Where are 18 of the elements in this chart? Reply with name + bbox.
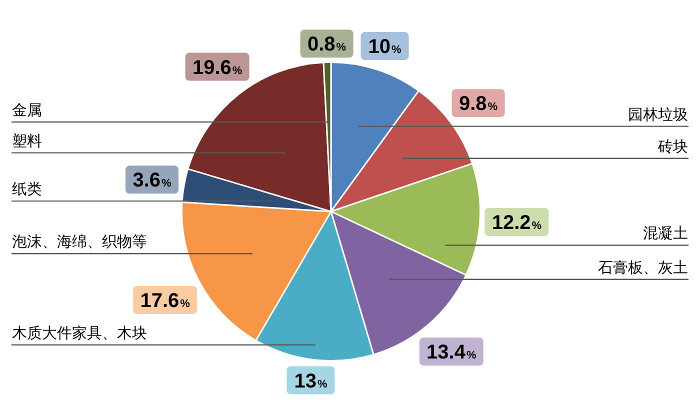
slice-label: 砖块 bbox=[657, 138, 688, 156]
slice-label: 塑料 bbox=[12, 132, 42, 150]
data-label: 3.6% bbox=[132, 170, 172, 192]
slice-label: 园林垃圾 bbox=[628, 106, 688, 124]
data-label: 10% bbox=[368, 36, 402, 58]
data-label: 13.4% bbox=[426, 342, 476, 364]
slice-label: 金属 bbox=[12, 102, 42, 119]
slice-label: 木质大件家具、木块 bbox=[12, 324, 147, 342]
slice-label: 石膏板、灰土 bbox=[598, 259, 688, 276]
data-label: 13% bbox=[294, 370, 328, 392]
data-label: 19.6% bbox=[192, 56, 242, 79]
data-label: 17.6% bbox=[140, 290, 190, 312]
slice-label: 泡沫、海绵、织物等 bbox=[12, 234, 147, 251]
data-label: 9.8% bbox=[458, 93, 498, 116]
data-label: 0.8% bbox=[307, 34, 346, 56]
data-label: 12.2% bbox=[492, 212, 542, 234]
slice-label: 纸类 bbox=[12, 181, 42, 198]
slice-label: 混凝土 bbox=[643, 225, 688, 242]
